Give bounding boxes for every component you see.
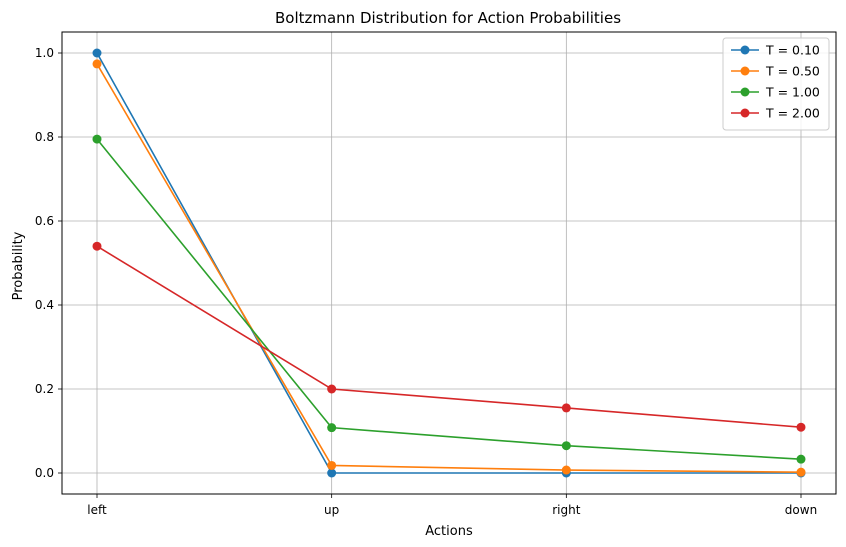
data-point — [561, 441, 571, 451]
legend-box — [722, 37, 830, 131]
series-layer — [92, 48, 806, 478]
legend-label: T = 0.50 — [765, 64, 820, 79]
legend-swatch-marker — [740, 87, 750, 97]
series-line — [96, 52, 801, 474]
ticks: left up right down 0.0 0.2 0.4 0.6 0.8 1.0 — [35, 46, 817, 517]
x-tick-label: left — [87, 503, 107, 517]
y-tick-label: 1.0 — [35, 46, 54, 60]
data-point — [92, 241, 102, 251]
data-point — [561, 465, 571, 475]
y-axis-label: Probability — [11, 231, 26, 300]
data-point — [796, 422, 806, 432]
legend-label: T = 1.00 — [765, 85, 820, 100]
data-point — [796, 454, 806, 464]
series-line — [96, 138, 802, 460]
legend-swatch-marker — [740, 66, 750, 76]
legend-swatch-marker — [740, 45, 750, 55]
series-line — [96, 245, 802, 429]
legend: T = 0.10 T = 0.50 T = 1.00 T = 2.00 — [722, 37, 830, 131]
data-point — [92, 59, 102, 69]
y-tick-label: 0.4 — [35, 298, 54, 312]
data-point — [796, 467, 806, 477]
data-point — [327, 468, 337, 478]
data-point — [561, 403, 571, 413]
y-tick-label: 0.8 — [35, 130, 54, 144]
x-tick-label: down — [785, 503, 817, 517]
series-line — [96, 63, 802, 473]
chart-title: Boltzmann Distribution for Action Probab… — [275, 9, 621, 27]
x-tick-label: right — [552, 503, 580, 517]
data-point — [327, 423, 337, 433]
y-tick-label: 0.2 — [35, 382, 54, 396]
data-point — [92, 48, 102, 58]
legend-swatch-marker — [740, 108, 750, 118]
plot-frame — [61, 31, 837, 495]
legend-label: T = 0.10 — [765, 43, 820, 58]
legend-label: T = 2.00 — [765, 106, 820, 121]
y-tick-label: 0.0 — [35, 466, 54, 480]
x-tick-label: up — [324, 503, 339, 517]
x-axis-label: Actions — [425, 524, 473, 539]
data-point — [92, 134, 102, 144]
data-point — [327, 460, 337, 470]
y-tick-label: 0.6 — [35, 214, 54, 228]
data-point — [327, 384, 337, 394]
